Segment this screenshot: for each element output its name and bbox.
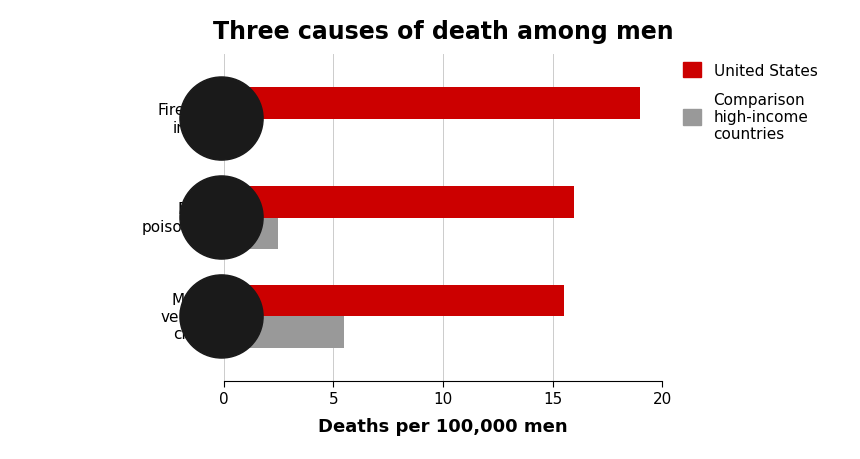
X-axis label: Deaths per 100,000 men: Deaths per 100,000 men: [318, 417, 568, 436]
Bar: [224, 218, 279, 250]
Bar: [224, 186, 574, 218]
Bar: [224, 285, 563, 317]
Legend: United States, Comparison
high-income
countries: United States, Comparison high-income co…: [683, 63, 817, 142]
Bar: [224, 88, 640, 119]
Bar: [224, 119, 246, 151]
Title: Three causes of death among men: Three causes of death among men: [212, 19, 673, 44]
Bar: [224, 317, 344, 348]
